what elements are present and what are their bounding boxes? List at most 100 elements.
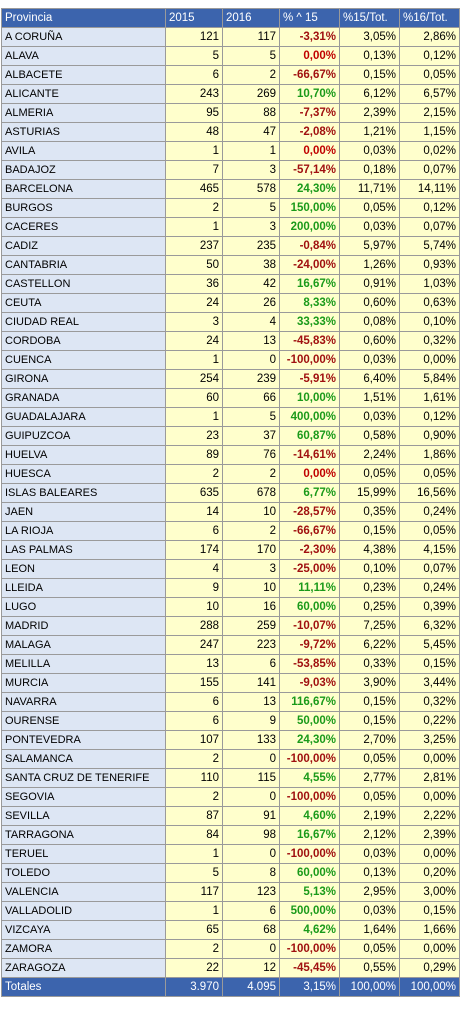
totals-row: Totales 3.970 4.095 3,15% 100,00% 100,00…	[1, 977, 460, 997]
pct-16-total-cell: 0,05%	[399, 521, 460, 541]
change-pct-cell: 16,67%	[279, 825, 340, 845]
pct-16-total-cell: 0,39%	[399, 597, 460, 617]
pct-15-total-cell: 0,55%	[339, 958, 400, 978]
header-2016: 2016	[222, 8, 280, 28]
table-row: BURGOS 2 5 150,00% 0,05% 0,12%	[1, 198, 460, 218]
provincia-cell: SALAMANCA	[1, 749, 166, 769]
table-row: SALAMANCA 2 0 -100,00% 0,05% 0,00%	[1, 749, 460, 769]
change-pct-cell: -14,61%	[279, 445, 340, 465]
value-2016-cell: 16	[222, 597, 280, 617]
table-row: AVILA 1 1 0,00% 0,03% 0,02%	[1, 141, 460, 161]
table-row: TOLEDO 5 8 60,00% 0,13% 0,20%	[1, 863, 460, 883]
table-row: CORDOBA 24 13 -45,83% 0,60% 0,32%	[1, 331, 460, 351]
value-2015-cell: 4	[165, 559, 223, 579]
value-2015-cell: 9	[165, 578, 223, 598]
change-pct-cell: 4,60%	[279, 806, 340, 826]
totals-pct-16: 100,00%	[399, 977, 460, 997]
provincia-cell: LEON	[1, 559, 166, 579]
change-pct-cell: 116,67%	[279, 692, 340, 712]
table-row: LAS PALMAS 174 170 -2,30% 4,38% 4,15%	[1, 540, 460, 560]
pct-15-total-cell: 0,15%	[339, 65, 400, 85]
pct-15-total-cell: 0,15%	[339, 692, 400, 712]
pct-16-total-cell: 0,32%	[399, 692, 460, 712]
pct-16-total-cell: 0,90%	[399, 426, 460, 446]
change-pct-cell: -100,00%	[279, 939, 340, 959]
table-row: TERUEL 1 0 -100,00% 0,03% 0,00%	[1, 844, 460, 864]
value-2016-cell: 2	[222, 65, 280, 85]
change-pct-cell: 10,70%	[279, 84, 340, 104]
value-2016-cell: 123	[222, 882, 280, 902]
change-pct-cell: 24,30%	[279, 179, 340, 199]
change-pct-cell: -53,85%	[279, 654, 340, 674]
value-2016-cell: 2	[222, 521, 280, 541]
pct-15-total-cell: 4,38%	[339, 540, 400, 560]
value-2015-cell: 110	[165, 768, 223, 788]
value-2015-cell: 5	[165, 863, 223, 883]
value-2016-cell: 269	[222, 84, 280, 104]
value-2016-cell: 4	[222, 312, 280, 332]
provincia-cell: VALENCIA	[1, 882, 166, 902]
value-2016-cell: 26	[222, 293, 280, 313]
provincia-cell: CIUDAD REAL	[1, 312, 166, 332]
pct-16-total-cell: 1,66%	[399, 920, 460, 940]
change-pct-cell: -7,37%	[279, 103, 340, 123]
pct-15-total-cell: 15,99%	[339, 483, 400, 503]
header-row: Provincia 2015 2016 % ^ 15 %15/Tot. %16/…	[1, 8, 460, 28]
value-2016-cell: 13	[222, 331, 280, 351]
change-pct-cell: 8,33%	[279, 293, 340, 313]
value-2015-cell: 2	[165, 749, 223, 769]
provincia-cell: ASTURIAS	[1, 122, 166, 142]
provincia-cell: ALAVA	[1, 46, 166, 66]
provincia-cell: SANTA CRUZ DE TENERIFE	[1, 768, 166, 788]
provincia-cell: OURENSE	[1, 711, 166, 731]
header-2015: 2015	[165, 8, 223, 28]
provincia-cell: SEGOVIA	[1, 787, 166, 807]
table-row: PONTEVEDRA 107 133 24,30% 2,70% 3,25%	[1, 730, 460, 750]
value-2015-cell: 89	[165, 445, 223, 465]
table-row: HUELVA 89 76 -14,61% 2,24% 1,86%	[1, 445, 460, 465]
value-2016-cell: 38	[222, 255, 280, 275]
value-2015-cell: 155	[165, 673, 223, 693]
pct-16-total-cell: 0,10%	[399, 312, 460, 332]
header-change-pct: % ^ 15	[279, 8, 340, 28]
provincia-cell: TARRAGONA	[1, 825, 166, 845]
value-2015-cell: 23	[165, 426, 223, 446]
pct-15-total-cell: 2,39%	[339, 103, 400, 123]
pct-15-total-cell: 2,95%	[339, 882, 400, 902]
provincia-cell: ISLAS BALEARES	[1, 483, 166, 503]
table-row: BADAJOZ 7 3 -57,14% 0,18% 0,07%	[1, 160, 460, 180]
change-pct-cell: 50,00%	[279, 711, 340, 731]
change-pct-cell: 5,13%	[279, 882, 340, 902]
provincia-cell: LA RIOJA	[1, 521, 166, 541]
table-row: CUENCA 1 0 -100,00% 0,03% 0,00%	[1, 350, 460, 370]
value-2016-cell: 5	[222, 46, 280, 66]
pct-16-total-cell: 16,56%	[399, 483, 460, 503]
pct-16-total-cell: 14,11%	[399, 179, 460, 199]
table-row: ALMERIA 95 88 -7,37% 2,39% 2,15%	[1, 103, 460, 123]
value-2016-cell: 678	[222, 483, 280, 503]
pct-16-total-cell: 0,00%	[399, 350, 460, 370]
provincia-cell: TERUEL	[1, 844, 166, 864]
provincia-cell: MADRID	[1, 616, 166, 636]
provincia-cell: CADIZ	[1, 236, 166, 256]
value-2015-cell: 254	[165, 369, 223, 389]
table-row: MELILLA 13 6 -53,85% 0,33% 0,15%	[1, 654, 460, 674]
pct-16-total-cell: 0,15%	[399, 654, 460, 674]
totals-label: Totales	[1, 977, 166, 997]
provincia-cell: LUGO	[1, 597, 166, 617]
provincia-cell: PONTEVEDRA	[1, 730, 166, 750]
pct-15-total-cell: 0,91%	[339, 274, 400, 294]
provincia-cell: ZARAGOZA	[1, 958, 166, 978]
table-row: SEGOVIA 2 0 -100,00% 0,05% 0,00%	[1, 787, 460, 807]
change-pct-cell: -66,67%	[279, 521, 340, 541]
value-2015-cell: 635	[165, 483, 223, 503]
pct-16-total-cell: 0,07%	[399, 160, 460, 180]
pct-15-total-cell: 0,60%	[339, 293, 400, 313]
value-2015-cell: 84	[165, 825, 223, 845]
change-pct-cell: -5,91%	[279, 369, 340, 389]
change-pct-cell: -24,00%	[279, 255, 340, 275]
value-2015-cell: 95	[165, 103, 223, 123]
value-2016-cell: 0	[222, 749, 280, 769]
value-2015-cell: 1	[165, 407, 223, 427]
table-row: BARCELONA 465 578 24,30% 11,71% 14,11%	[1, 179, 460, 199]
